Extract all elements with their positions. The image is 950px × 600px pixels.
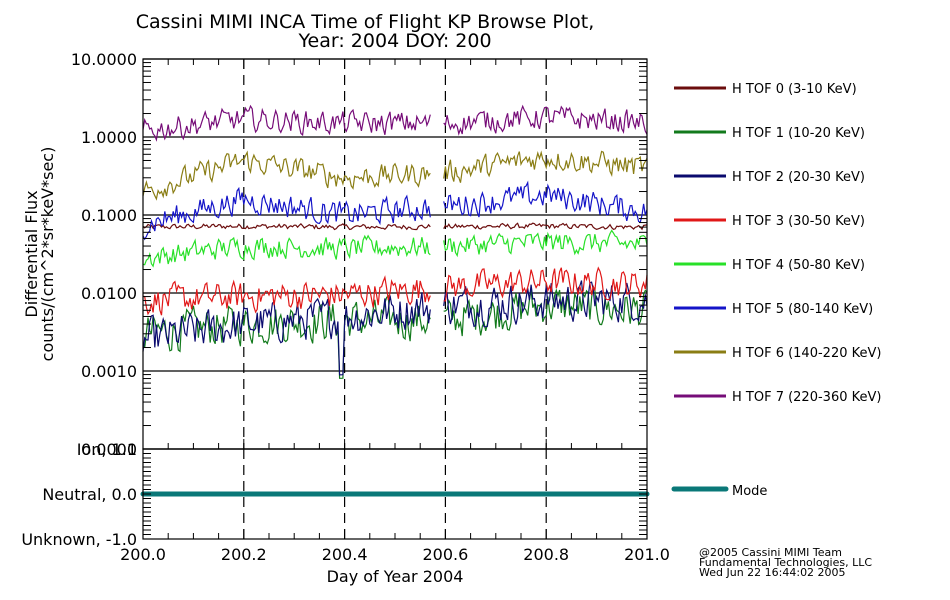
series-line-tof-1	[142, 294, 431, 379]
series-line-tof-4	[443, 229, 648, 258]
legend-label-mode: Mode	[732, 484, 767, 499]
chart-title: Cassini MIMI INCA Time of Flight KP Brow…	[136, 11, 595, 33]
y-tick-label: 1.0000	[81, 128, 137, 147]
legend: H TOF 0 (3-10 KeV) H TOF 1 (10-20 KeV) H T…	[671, 82, 881, 499]
x-tick-label: 200.8	[523, 545, 569, 564]
mode-tick-label: Ion, 1.0	[77, 440, 137, 459]
series-line-tof-7	[142, 104, 431, 142]
grid-lines	[143, 58, 647, 539]
legend-label: H TOF 0 (3-10 KeV)	[732, 82, 857, 97]
y-axis-label: Differential Flux	[22, 190, 41, 317]
legend-label: H TOF 6 (140-220 KeV)	[732, 346, 881, 361]
footer-timestamp: Wed Jun 22 16:44:02 2005	[699, 566, 846, 579]
mode-tick-label: Unknown, -1.0	[21, 530, 137, 549]
series-line-tof-2	[443, 280, 648, 328]
series-line-tof-6	[142, 150, 431, 201]
series-layer	[140, 104, 650, 497]
x-tick-label: 201.0	[624, 545, 670, 564]
y-tick-labels: 10.0000 1.0000 0.1000 0.0100 0.0010 0.0001	[71, 50, 137, 459]
series-line-tof-0	[443, 222, 648, 231]
series-line-tof-1	[443, 286, 648, 337]
y-tick-label: 0.0010	[81, 362, 137, 381]
mode-tick-labels: Ion, 1.0 Neutral, 0.0 Unknown, -1.0	[21, 440, 137, 549]
chart-subtitle: Year: 2004 DOY: 200	[297, 30, 491, 52]
legend-label: H TOF 3 (30-50 KeV)	[732, 214, 865, 229]
y-axis-label-units: counts/(cm^2*sr*keV*sec)	[38, 147, 57, 362]
x-tick-label: 200.4	[322, 545, 368, 564]
series-line-tof-3	[443, 266, 648, 302]
legend-label: H TOF 5 (80-140 KeV)	[732, 302, 873, 317]
axes	[142, 58, 648, 540]
series-line-tof-5	[142, 186, 431, 241]
y-tick-label: 0.0100	[81, 284, 137, 303]
y-tick-label: 0.1000	[81, 206, 137, 225]
series-line-tof-3	[142, 275, 431, 316]
series-line-tof-6	[443, 150, 648, 183]
series-line-tof-7	[443, 104, 648, 136]
mode-tick-label: Neutral, 0.0	[42, 485, 137, 504]
legend-label: H TOF 4 (50-80 KeV)	[732, 258, 865, 273]
y-tick-label: 10.0000	[71, 50, 137, 69]
x-tick-label: 200.6	[422, 545, 468, 564]
footer-company: Fundamental Technologies, LLC	[699, 556, 872, 569]
x-tick-labels: 200.0 200.2 200.4 200.6 200.8 201.0	[120, 545, 670, 564]
series-line-tof-2	[142, 292, 431, 376]
y-tick-label: 0.0001	[81, 440, 137, 459]
x-axis-label: Day of Year 2004	[327, 567, 464, 586]
series-line-tof-0	[142, 222, 431, 231]
series-line-tof-5	[443, 180, 648, 224]
series-line-tof-4	[142, 234, 431, 268]
footer-copyright: @2005 Cassini MIMI Team	[699, 546, 842, 559]
x-tick-label: 200.0	[120, 545, 166, 564]
legend-label: H TOF 7 (220-360 KeV)	[732, 390, 881, 405]
x-tick-label: 200.2	[221, 545, 267, 564]
legend-label: H TOF 2 (20-30 KeV)	[732, 170, 865, 185]
legend-label: H TOF 1 (10-20 KeV)	[732, 126, 865, 141]
